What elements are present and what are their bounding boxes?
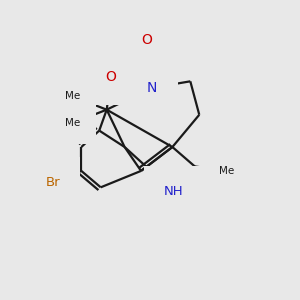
Text: O: O [142, 32, 152, 46]
Text: Me: Me [65, 91, 80, 101]
Text: N: N [146, 81, 157, 95]
Text: O: O [106, 70, 117, 84]
Text: Me: Me [65, 118, 80, 128]
Text: Me: Me [218, 166, 234, 176]
Text: Br: Br [46, 176, 60, 189]
Text: NH: NH [164, 185, 184, 198]
